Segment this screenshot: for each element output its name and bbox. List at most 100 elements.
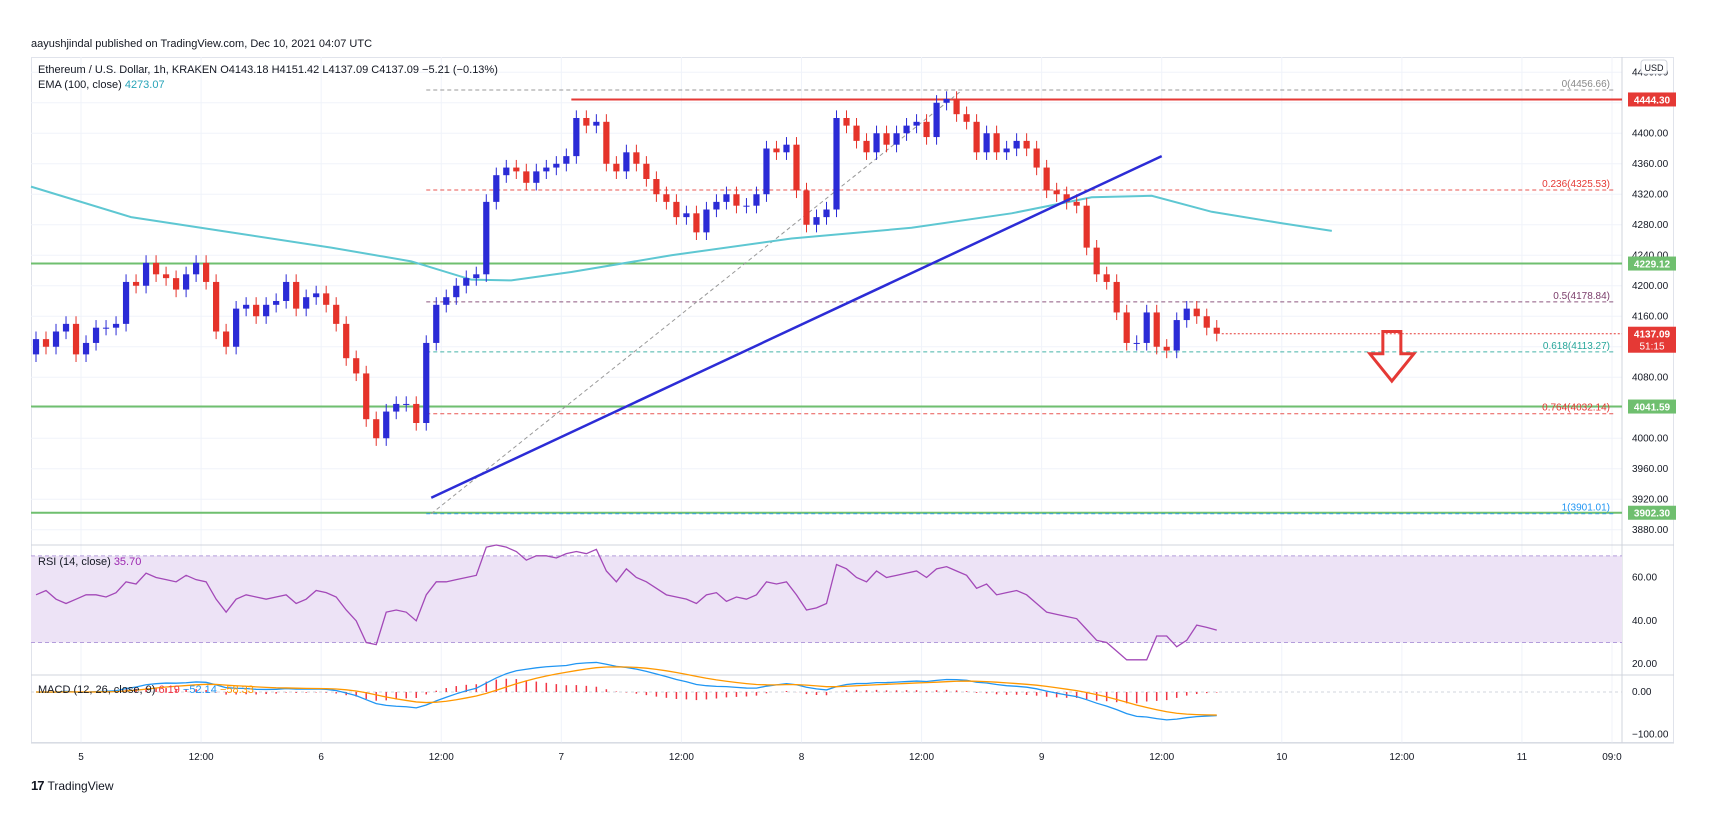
fib-label: 0.236(4325.53) [1542, 179, 1610, 190]
time-tick-label: 12:00 [1389, 752, 1414, 763]
candle-body [313, 293, 320, 298]
candle-body [1153, 312, 1160, 347]
candle-body [423, 342, 430, 423]
candle-body [653, 179, 660, 195]
candle-body [743, 205, 750, 207]
price-tick-label: 4400.00 [1632, 128, 1669, 139]
candle-body [1073, 201, 1080, 206]
candle-body [283, 281, 290, 301]
candle-body [963, 114, 970, 122]
candle-body [1093, 247, 1100, 275]
time-tick-label: 8 [799, 752, 805, 763]
price-tick-label: 4000.00 [1632, 433, 1669, 444]
candle-body [42, 339, 50, 347]
macd-hist-value: 6.19 [158, 684, 180, 696]
bar-countdown: 51:15 [1639, 342, 1664, 353]
candle-body [333, 304, 340, 324]
candle-body [993, 133, 1000, 153]
candle-body [1123, 312, 1130, 343]
fib-anchor-line [430, 90, 962, 515]
macd-legend: MACD (12, 26, close, 9) 6.19 −52.14 −58.… [38, 684, 254, 696]
price-tag [1628, 326, 1676, 353]
candle-body [112, 323, 120, 328]
candle-body [563, 156, 570, 164]
candle-body [873, 133, 880, 153]
candle-body [1133, 342, 1140, 344]
candle-body [913, 121, 920, 126]
time-tick-label: 09:0 [1602, 752, 1622, 763]
candle-body [593, 121, 600, 126]
candle-body [233, 308, 240, 347]
candle-body [723, 194, 730, 202]
fib-label: 0(4456.66) [1562, 79, 1610, 90]
price-tag [1628, 399, 1676, 414]
candle-body [523, 171, 530, 183]
candle-body [1113, 281, 1120, 313]
candle-body [1063, 194, 1070, 202]
ema-label: EMA (100, close) [38, 79, 122, 91]
candle-body [102, 327, 110, 329]
candle-body [973, 121, 980, 153]
macd-tick-label: 0.00 [1632, 687, 1652, 698]
candle-body [713, 201, 720, 210]
candle-body [603, 121, 610, 164]
down-arrow-icon [1366, 330, 1417, 384]
rsi-band [31, 555, 1622, 643]
candle-body [853, 125, 860, 141]
candle-body [753, 194, 760, 206]
publisher-credit: aayushjindal published on TradingView.co… [31, 38, 373, 50]
candle-body [193, 262, 200, 275]
candle-body [953, 98, 960, 115]
symbol-title: Ethereum / U.S. Dollar, 1h, KRAKEN [38, 64, 218, 76]
time-tick-label: 9 [1039, 752, 1045, 763]
rsi-line [35, 544, 1217, 661]
candle-body [1083, 205, 1090, 248]
rsi-series [35, 544, 1217, 661]
price-tag-label: 4229.12 [1634, 260, 1671, 271]
price-tick-label: 3920.00 [1632, 494, 1669, 505]
time-axis: 5 12:00 6 12:00 7 12:00 8 12:00 9 12:00 10 12:00 11 0… [78, 752, 1622, 763]
candle-body [983, 133, 990, 153]
candle-body [843, 118, 850, 126]
candle-body [763, 148, 770, 195]
candle-body [182, 274, 190, 290]
candle-body [883, 133, 890, 145]
candle-body [393, 403, 400, 412]
fib-label: 0.5(4178.84) [1553, 291, 1610, 302]
ema-value: 4273.07 [124, 79, 165, 91]
rsi-tick-label: 20.00 [1632, 659, 1657, 670]
candle-body [62, 323, 70, 332]
candle-body [293, 281, 300, 309]
candle-body [1173, 320, 1180, 351]
candle-body [303, 297, 310, 309]
candle-body [243, 304, 250, 309]
candle-body [503, 167, 510, 176]
candle-body [253, 304, 260, 317]
candle-body [363, 373, 370, 420]
candle-body [813, 217, 820, 225]
candle-body [413, 403, 420, 423]
tradingview-logo-icon: 17 [31, 778, 45, 793]
time-tick-label: 12:00 [189, 752, 214, 763]
candle-body [783, 144, 790, 153]
price-tick-label: 3960.00 [1632, 464, 1669, 475]
candle-body [373, 419, 380, 439]
time-tick-label: 7 [559, 752, 565, 763]
footer-brand[interactable]: 17 TradingView [31, 778, 114, 793]
ema-line [30, 185, 1332, 282]
candle-body [383, 411, 390, 439]
time-tick-label: 12:00 [429, 752, 454, 763]
candle-body [553, 163, 560, 168]
price-tag-label: 3902.30 [1634, 509, 1671, 520]
candle-body [693, 213, 700, 233]
annotation-arrow [1366, 330, 1417, 384]
candle-body [483, 201, 490, 275]
price-tag [1628, 505, 1676, 520]
candle-body [803, 190, 810, 225]
candle-body [152, 262, 160, 275]
fib-label: 0.618(4113.27) [1543, 341, 1610, 352]
candle-body [533, 171, 540, 183]
candle-body [213, 281, 220, 332]
candle-body [142, 262, 150, 286]
